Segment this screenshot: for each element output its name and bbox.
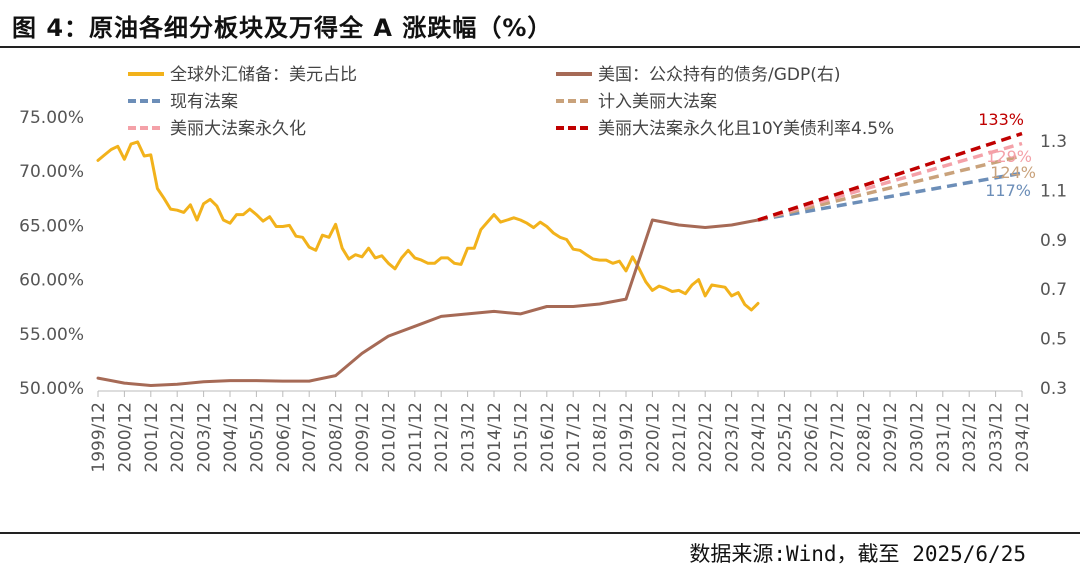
reserves-line <box>96 140 760 312</box>
x-tick-label: 2022/12 <box>696 402 716 473</box>
legend-label: 全球外汇储备：美元占比 <box>170 65 357 85</box>
current-law-line <box>757 171 1023 222</box>
x-tick-label: 2028/12 <box>855 402 875 473</box>
x-tick-label: 2023/12 <box>723 402 743 473</box>
y-left-tick-label: 75.00% <box>19 108 84 128</box>
x-tick-label: 2015/12 <box>511 402 531 473</box>
x-tick-label: 2010/12 <box>379 402 399 473</box>
source-note: 数据来源:Wind，截至 2025/6/25 <box>689 542 1026 566</box>
permanent-rate-line <box>757 131 1023 222</box>
x-tick-label: 2031/12 <box>934 402 954 473</box>
permanent-line <box>757 141 1023 222</box>
y-right-tick-label: 0.5 <box>1040 330 1067 350</box>
y-left-tick-label: 55.00% <box>19 325 84 345</box>
legend-label: 现有法案 <box>170 92 238 112</box>
series-layer <box>96 131 1023 387</box>
end-label: 133% <box>978 110 1024 129</box>
x-tick-label: 2008/12 <box>327 402 347 473</box>
x-tick-label: 2003/12 <box>195 402 215 473</box>
y-left-tick-label: 65.00% <box>19 216 84 236</box>
x-tick-label: 2032/12 <box>960 402 980 473</box>
y-right-tick-label: 1.3 <box>1040 132 1067 152</box>
x-tick-label: 2004/12 <box>221 402 241 473</box>
x-tick-label: 2000/12 <box>115 402 135 473</box>
x-tick-label: 2017/12 <box>564 402 584 473</box>
x-tick-label: 2026/12 <box>802 402 822 473</box>
y-left-tick-label: 60.00% <box>19 271 84 291</box>
right-axis: 0.3 0.5 0.7 0.9 1.1 1.3 <box>1040 132 1067 399</box>
x-tick-label: 1999/12 <box>89 402 109 473</box>
x-tick-label: 2013/12 <box>459 402 479 473</box>
x-tick-label: 2018/12 <box>591 402 611 473</box>
x-tick-label: 2005/12 <box>247 402 267 473</box>
footer-divider <box>0 532 1080 534</box>
end-label: 117% <box>985 181 1031 200</box>
y-left-tick-label: 50.00% <box>19 379 84 399</box>
x-tick-label: 2025/12 <box>775 402 795 473</box>
x-tick-label: 2033/12 <box>987 402 1007 473</box>
y-right-tick-label: 0.9 <box>1040 231 1067 251</box>
end-labels: 117%124%129% 133% <box>978 110 1036 200</box>
end-label: 129% <box>986 147 1032 166</box>
x-tick-label: 2021/12 <box>670 402 690 473</box>
end-label: 124% <box>990 163 1036 182</box>
x-tick-label: 2001/12 <box>142 402 162 473</box>
plan-line <box>757 154 1023 222</box>
x-tick-label: 2012/12 <box>432 402 452 473</box>
x-tick-label: 2007/12 <box>300 402 320 473</box>
legend-label: 美丽大法案永久化且10Y美债利率4.5% <box>598 119 894 139</box>
x-tick-label: 2024/12 <box>749 402 769 473</box>
legend-label: 美丽大法案永久化 <box>170 119 306 139</box>
y-right-tick-label: 0.7 <box>1040 280 1067 300</box>
y-right-tick-label: 0.3 <box>1040 379 1067 399</box>
left-axis: 50.00% 55.00% 60.00% 65.00% 70.00% 75.00% <box>19 108 84 399</box>
x-tick-label: 2014/12 <box>485 402 505 473</box>
x-tick-label: 2027/12 <box>828 402 848 473</box>
x-tick-label: 2009/12 <box>353 402 373 473</box>
x-tick-label: 2030/12 <box>907 402 927 473</box>
x-axis: 1999/12 2000/12 2001/12 2002/12 2003/12 2004/… <box>89 390 1033 473</box>
x-tick-label: 2034/12 <box>1013 402 1033 473</box>
x-tick-label: 2020/12 <box>643 402 663 473</box>
debt-line <box>96 218 760 387</box>
y-left-tick-label: 70.00% <box>19 162 84 182</box>
legend: 全球外汇储备：美元占比 美国：公众持有的债务/GDP(右) 现有法案 计入美丽大法案美… <box>128 65 894 139</box>
chart: 50.00% 55.00% 60.00% 65.00% 70.00% 75.00% 0.3… <box>19 65 1067 473</box>
legend-label: 美国：公众持有的债务/GDP(右) <box>598 65 841 85</box>
chart-title: 图 4：原油各细分板块及万得全 A 涨跌幅（%） <box>12 14 553 42</box>
x-tick-label: 2016/12 <box>538 402 558 473</box>
x-tick-label: 2002/12 <box>168 402 188 473</box>
title-divider <box>0 46 1080 48</box>
x-tick-label: 2019/12 <box>617 402 637 473</box>
x-tick-label: 2029/12 <box>881 402 901 473</box>
x-tick-label: 2006/12 <box>274 402 294 473</box>
x-tick-label: 2011/12 <box>406 402 426 473</box>
y-right-tick-label: 1.1 <box>1040 181 1067 201</box>
legend-label: 计入美丽大法案 <box>598 92 717 112</box>
